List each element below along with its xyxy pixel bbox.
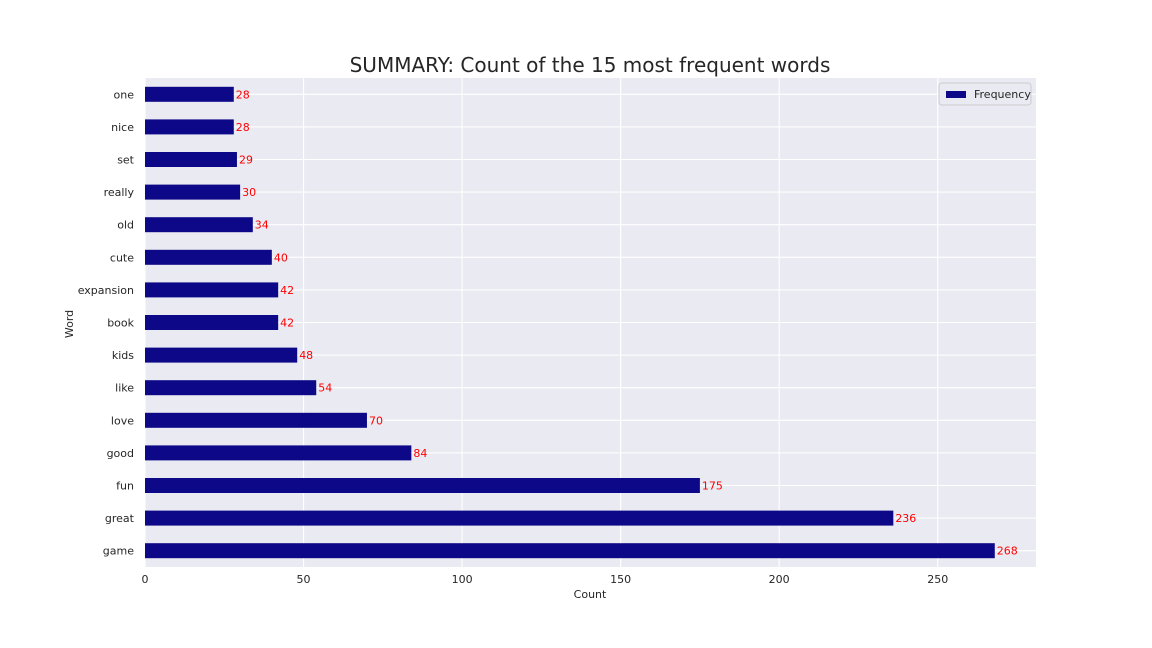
bar-expansion xyxy=(145,282,279,298)
value-labels-group: 268 236 175 84 70 54 48 42 42 40 34 30 29 28 28 xyxy=(236,88,1018,557)
y-tick-label-love: love xyxy=(111,414,134,427)
value-label-set: 29 xyxy=(239,154,253,167)
bar-set xyxy=(145,152,237,167)
value-label-cute: 40 xyxy=(274,251,288,264)
bar-nice xyxy=(145,119,234,135)
x-tick-label-250: 250 xyxy=(927,573,948,586)
value-label-expansion: 42 xyxy=(280,284,294,297)
value-label-kids: 48 xyxy=(299,349,313,362)
value-label-fun: 175 xyxy=(702,480,723,493)
bar-fun xyxy=(145,478,700,493)
bar-great xyxy=(145,510,894,526)
x-tick-label-150: 150 xyxy=(610,573,631,586)
value-label-nice: 28 xyxy=(236,121,250,134)
bar-one xyxy=(145,86,234,102)
value-label-love: 70 xyxy=(369,414,383,427)
x-axis-label: Count xyxy=(574,588,607,601)
y-tick-label-game: game xyxy=(103,545,134,558)
y-tick-label-book: book xyxy=(107,317,134,330)
legend-label: Frequency xyxy=(974,88,1031,101)
x-tick-labels: 0 50 100 150 200 250 xyxy=(142,573,949,586)
x-tick-label-50: 50 xyxy=(297,573,311,586)
y-tick-label-kids: kids xyxy=(112,349,134,362)
chart-title: SUMMARY: Count of the 15 most frequent w… xyxy=(350,53,831,77)
y-tick-label-good: good xyxy=(107,447,134,460)
x-tick-label-200: 200 xyxy=(769,573,790,586)
bar-really xyxy=(145,184,241,200)
bars-group xyxy=(145,86,995,559)
value-label-game: 268 xyxy=(997,545,1018,558)
value-label-good: 84 xyxy=(413,447,427,460)
bar-love xyxy=(145,412,367,428)
y-tick-label-like: like xyxy=(115,382,134,395)
bar-cute xyxy=(145,249,272,265)
bar-kids xyxy=(145,347,298,363)
value-label-book: 42 xyxy=(280,317,294,330)
x-tick-label-100: 100 xyxy=(452,573,473,586)
value-label-great: 236 xyxy=(895,512,916,525)
bar-game xyxy=(145,543,995,559)
bar-book xyxy=(145,315,279,330)
y-tick-label-one: one xyxy=(114,88,135,101)
y-tick-label-set: set xyxy=(117,154,134,167)
y-tick-labels: game great fun good love like kids book expansio… xyxy=(78,88,135,557)
legend: Frequency xyxy=(938,82,1032,106)
y-tick-label-cute: cute xyxy=(110,251,134,264)
bar-good xyxy=(145,445,412,461)
y-tick-label-old: old xyxy=(117,219,134,232)
bar-old xyxy=(145,217,253,233)
x-tick-label-0: 0 xyxy=(142,573,149,586)
legend-swatch xyxy=(946,91,966,98)
value-label-old: 34 xyxy=(255,219,269,232)
y-tick-label-really: really xyxy=(104,186,135,199)
y-axis-label: Word xyxy=(63,310,76,338)
value-label-one: 28 xyxy=(236,88,250,101)
bar-like xyxy=(145,380,317,396)
y-tick-label-nice: nice xyxy=(111,121,134,134)
y-tick-label-great: great xyxy=(105,512,135,525)
y-tick-label-fun: fun xyxy=(116,480,134,493)
value-label-really: 30 xyxy=(242,186,256,199)
value-label-like: 54 xyxy=(318,382,332,395)
legend-box xyxy=(938,82,1032,106)
y-tick-label-expansion: expansion xyxy=(78,284,134,297)
